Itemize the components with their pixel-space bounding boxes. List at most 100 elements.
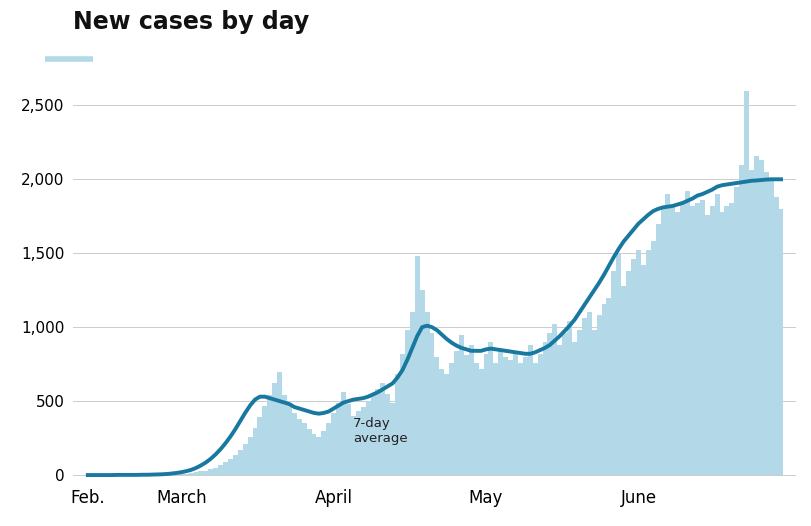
Bar	[714, 194, 719, 475]
Bar	[272, 383, 277, 475]
Bar	[517, 362, 522, 475]
Bar	[384, 394, 390, 475]
Bar	[513, 351, 517, 475]
Bar	[419, 290, 424, 475]
Bar	[572, 342, 577, 475]
Bar	[537, 354, 542, 475]
Bar	[360, 407, 365, 475]
Bar	[768, 179, 773, 475]
Bar	[596, 316, 601, 475]
Bar	[252, 428, 257, 475]
Bar	[208, 469, 213, 475]
Bar	[635, 250, 640, 475]
Bar	[620, 286, 625, 475]
Bar	[556, 345, 561, 475]
Bar	[498, 351, 503, 475]
Bar	[577, 330, 581, 475]
Bar	[395, 375, 400, 475]
Bar	[728, 203, 733, 475]
Bar	[291, 413, 296, 475]
Bar	[660, 206, 665, 475]
Bar	[350, 416, 355, 475]
Bar	[684, 191, 689, 475]
Bar	[370, 395, 375, 475]
Bar	[429, 333, 434, 475]
Bar	[262, 406, 267, 475]
Text: New cases by day: New cases by day	[73, 11, 309, 35]
Bar	[606, 298, 611, 475]
Bar	[286, 404, 291, 475]
Bar	[758, 160, 763, 475]
Bar	[257, 417, 262, 475]
Bar	[773, 197, 778, 475]
Bar	[277, 371, 281, 475]
Bar	[414, 256, 419, 475]
Bar	[478, 369, 483, 475]
Bar	[341, 392, 345, 475]
Bar	[586, 312, 591, 475]
Bar	[561, 333, 566, 475]
Bar	[218, 466, 223, 475]
Bar	[247, 437, 252, 475]
Bar	[380, 383, 384, 475]
Bar	[753, 156, 758, 475]
Bar	[238, 450, 242, 475]
Bar	[675, 212, 680, 475]
Bar	[316, 437, 321, 475]
Bar	[336, 402, 341, 475]
Bar	[542, 342, 547, 475]
Bar	[159, 474, 164, 475]
Bar	[463, 355, 468, 475]
Bar	[405, 330, 410, 475]
Bar	[178, 474, 183, 475]
Bar	[228, 459, 233, 475]
Bar	[645, 250, 650, 475]
Bar	[424, 312, 429, 475]
Bar	[581, 318, 586, 475]
Bar	[302, 423, 307, 475]
Bar	[532, 362, 537, 475]
Bar	[213, 468, 218, 475]
Bar	[503, 357, 508, 475]
Bar	[680, 203, 684, 475]
Bar	[390, 402, 395, 475]
Bar	[307, 429, 311, 475]
Bar	[723, 206, 728, 475]
Bar	[640, 265, 645, 475]
Bar	[444, 375, 448, 475]
Bar	[439, 369, 444, 475]
Bar	[400, 354, 405, 475]
Bar	[281, 395, 286, 475]
Bar	[601, 304, 606, 475]
Bar	[704, 215, 709, 475]
Bar	[778, 209, 783, 475]
Bar	[551, 324, 556, 475]
Bar	[483, 354, 488, 475]
Bar	[670, 206, 675, 475]
Bar	[488, 342, 493, 475]
Text: 7-day
average: 7-day average	[353, 417, 407, 446]
Bar	[709, 206, 714, 475]
Bar	[355, 411, 360, 475]
Bar	[473, 362, 478, 475]
Bar	[434, 357, 439, 475]
Bar	[630, 259, 635, 475]
Bar	[203, 471, 208, 475]
Bar	[738, 165, 743, 475]
Bar	[748, 170, 753, 475]
Bar	[611, 271, 616, 475]
Bar	[689, 206, 694, 475]
Bar	[326, 423, 331, 475]
Bar	[365, 401, 370, 475]
Bar	[174, 474, 178, 475]
Bar	[233, 455, 238, 475]
Bar	[654, 224, 660, 475]
Bar	[223, 462, 228, 475]
Bar	[763, 172, 768, 475]
Bar	[733, 187, 738, 475]
Bar	[169, 474, 174, 475]
Bar	[345, 404, 350, 475]
Bar	[616, 253, 620, 475]
Bar	[188, 473, 193, 475]
Bar	[591, 330, 596, 475]
